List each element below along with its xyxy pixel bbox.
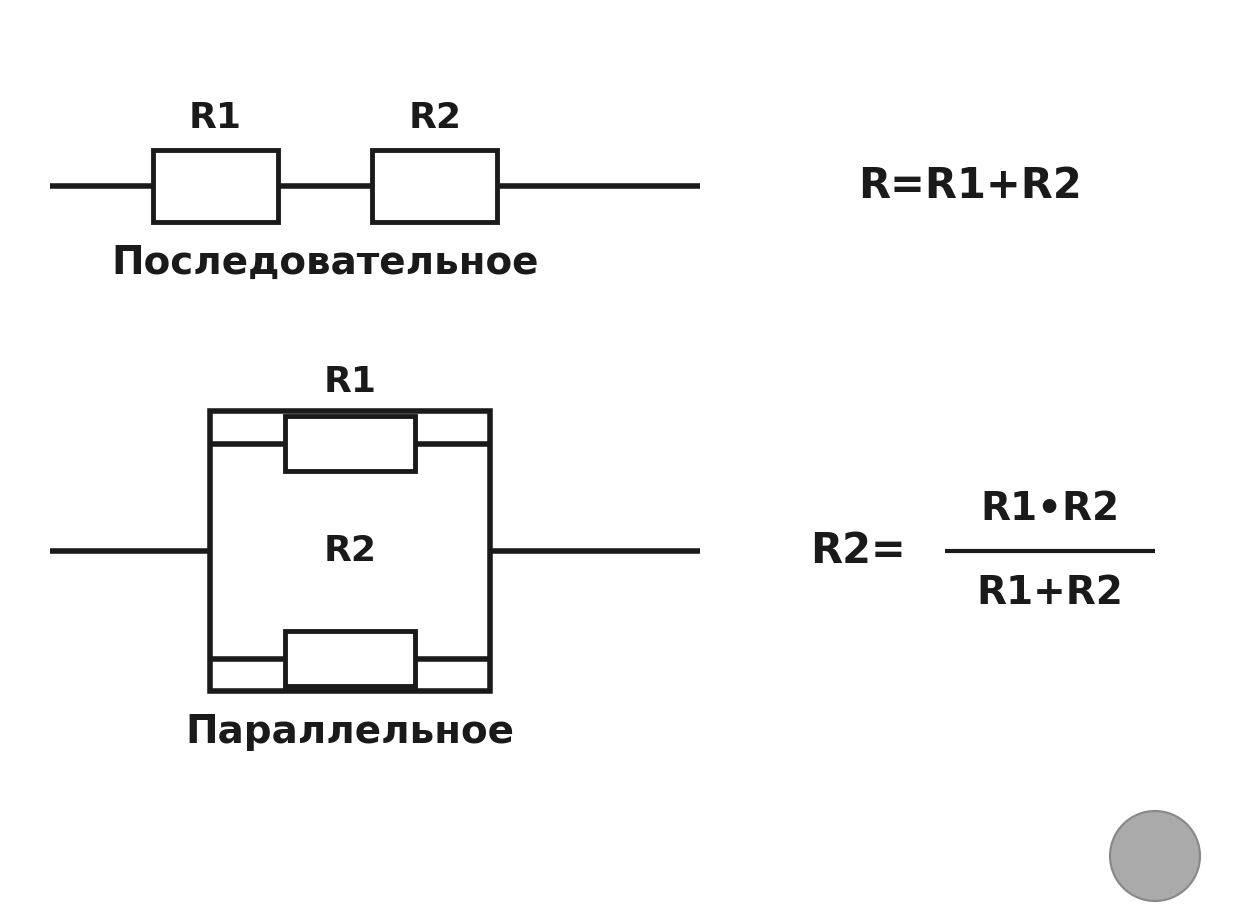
Bar bbox=[284, 631, 415, 686]
Text: R1•R2: R1•R2 bbox=[980, 490, 1119, 528]
Bar bbox=[373, 150, 498, 222]
Text: R=R1+R2: R=R1+R2 bbox=[858, 165, 1082, 207]
Circle shape bbox=[1110, 811, 1200, 901]
Text: R1: R1 bbox=[323, 365, 376, 399]
Text: Параллельное: Параллельное bbox=[185, 713, 514, 751]
Text: Последовательное: Последовательное bbox=[112, 244, 539, 282]
Text: R2: R2 bbox=[323, 534, 376, 568]
Text: R1: R1 bbox=[189, 101, 241, 135]
Text: R2=: R2= bbox=[810, 530, 905, 572]
Bar bbox=[210, 411, 491, 691]
Text: R1+R2: R1+R2 bbox=[976, 574, 1124, 612]
Bar bbox=[153, 150, 277, 222]
Text: R2: R2 bbox=[409, 101, 462, 135]
Bar bbox=[284, 416, 415, 471]
